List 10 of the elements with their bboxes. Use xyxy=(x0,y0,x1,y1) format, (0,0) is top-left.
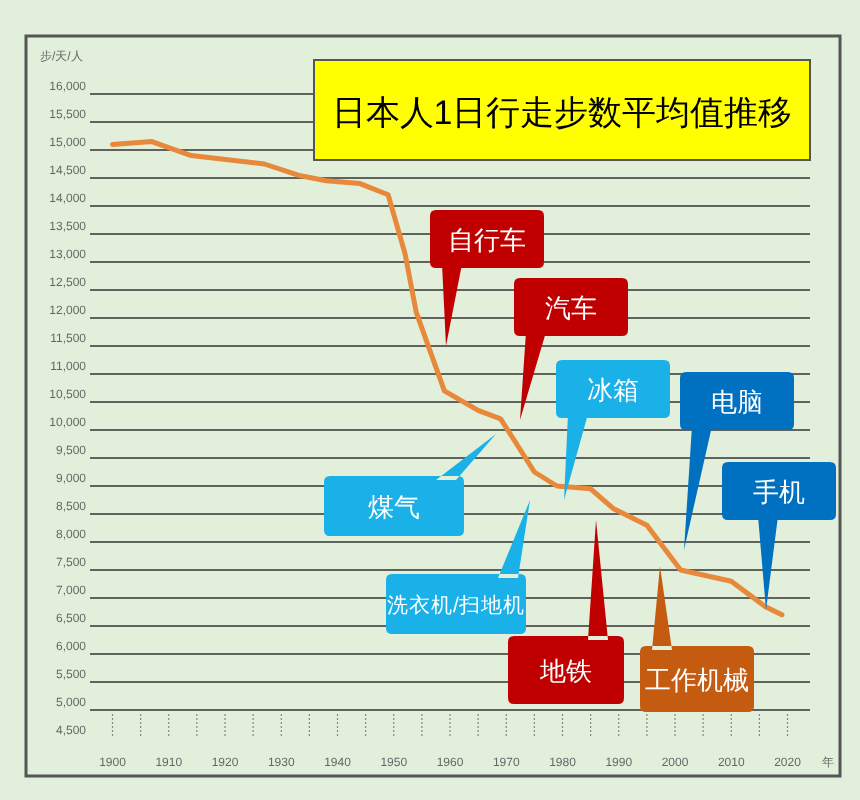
annotation: 地铁 xyxy=(538,655,592,686)
annotation: 电脑 xyxy=(711,386,763,417)
annotation: 煤气 xyxy=(368,491,420,522)
annotation: 冰箱 xyxy=(587,374,639,405)
annotation: 汽车 xyxy=(545,292,597,323)
annotation: 洗衣机/扫地机 xyxy=(387,591,525,618)
annotation: 手机 xyxy=(753,476,805,507)
chart-title: 日本人1日行走步数平均值推移 xyxy=(331,94,793,132)
annotation: 自行车 xyxy=(448,224,526,255)
annotation: 工作机械 xyxy=(645,664,749,695)
